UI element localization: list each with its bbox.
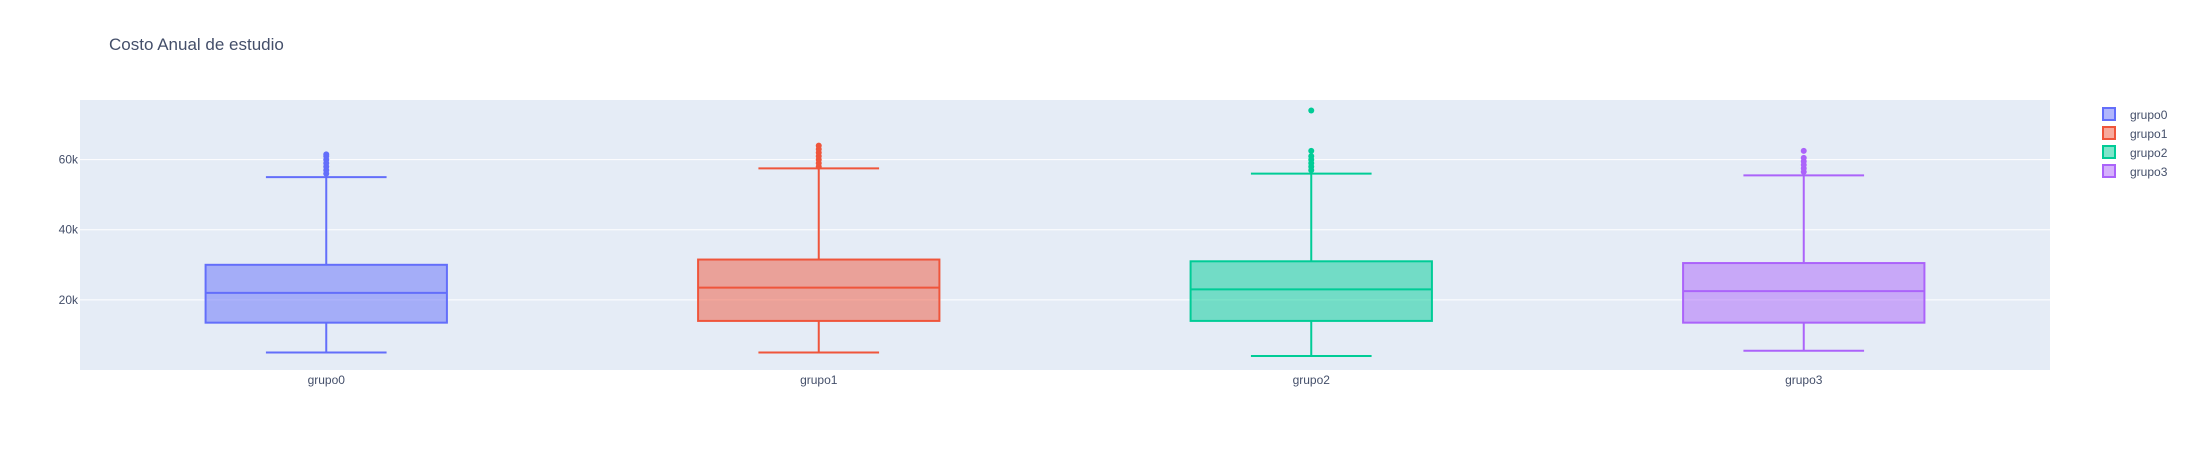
- y-axis-ticks: 20k 40k 60k: [59, 153, 79, 307]
- x-axis-ticks: grupo0 grupo1 grupo2 grupo3: [308, 373, 1823, 387]
- outlier-point: [815, 142, 822, 149]
- box-grupo3[interactable]: [1682, 147, 1926, 352]
- outlier-point: [323, 151, 330, 158]
- box-grupo0[interactable]: [204, 151, 448, 354]
- outlier-point: [1800, 154, 1807, 161]
- y-tick-label: 20k: [59, 293, 79, 307]
- outlier-point: [1800, 147, 1807, 154]
- box-iqr: [697, 258, 941, 322]
- legend-item-grupo1[interactable]: grupo1: [2102, 126, 2168, 141]
- legend-label: grupo3: [2130, 165, 2168, 179]
- chart-title: Costo Anual de estudio: [109, 35, 284, 54]
- plot-area: [80, 100, 2050, 370]
- legend-swatch: [2102, 145, 2116, 159]
- outlier-point: [1308, 147, 1315, 154]
- x-tick-label: grupo3: [1785, 373, 1823, 387]
- legend-swatch: [2102, 126, 2116, 140]
- legend-swatch: [2102, 164, 2116, 178]
- x-tick-label: grupo0: [308, 373, 346, 387]
- legend-label: grupo1: [2130, 127, 2168, 141]
- y-tick-label: 60k: [59, 153, 79, 167]
- legend-label: grupo2: [2130, 146, 2168, 160]
- legend[interactable]: grupo0 grupo1 grupo2 grupo3: [2102, 107, 2168, 179]
- legend-label: grupo0: [2130, 108, 2168, 122]
- y-tick-label: 40k: [59, 223, 79, 237]
- x-tick-label: grupo1: [800, 373, 838, 387]
- boxes: [204, 107, 1926, 357]
- legend-item-grupo2[interactable]: grupo2: [2102, 145, 2168, 160]
- legend-item-grupo3[interactable]: grupo3: [2102, 164, 2168, 179]
- legend-item-grupo0[interactable]: grupo0: [2102, 107, 2168, 122]
- box-iqr: [1189, 260, 1433, 322]
- outlier-point: [1308, 153, 1315, 160]
- x-tick-label: grupo2: [1293, 373, 1331, 387]
- box-grupo2[interactable]: [1189, 107, 1433, 357]
- box-iqr: [1682, 262, 1926, 324]
- legend-swatch: [2102, 107, 2116, 121]
- box-grupo1[interactable]: [697, 142, 941, 354]
- outlier-point: [1308, 107, 1315, 114]
